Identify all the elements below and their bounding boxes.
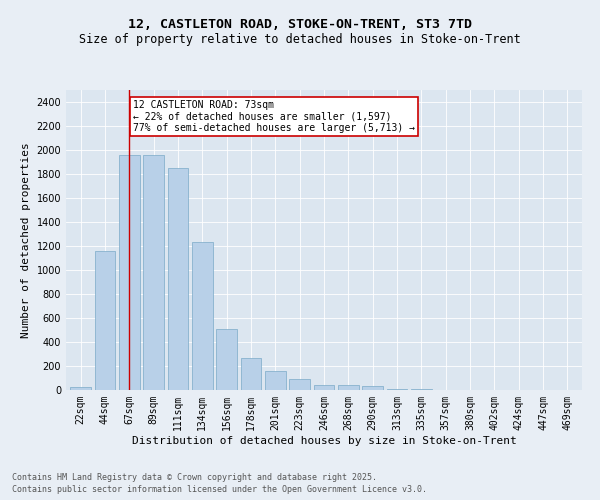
- Bar: [241, 358, 262, 390]
- Bar: [167, 168, 188, 390]
- Bar: [362, 386, 383, 390]
- X-axis label: Distribution of detached houses by size in Stoke-on-Trent: Distribution of detached houses by size …: [131, 436, 517, 446]
- Bar: [216, 329, 237, 390]
- Bar: [265, 371, 286, 390]
- Text: 12 CASTLETON ROAD: 73sqm
← 22% of detached houses are smaller (1,597)
77% of sem: 12 CASTLETON ROAD: 73sqm ← 22% of detach…: [133, 100, 415, 133]
- Bar: [386, 389, 407, 390]
- Bar: [338, 385, 359, 390]
- Bar: [70, 387, 91, 390]
- Bar: [95, 251, 115, 390]
- Text: Contains HM Land Registry data © Crown copyright and database right 2025.: Contains HM Land Registry data © Crown c…: [12, 472, 377, 482]
- Bar: [119, 155, 140, 390]
- Y-axis label: Number of detached properties: Number of detached properties: [21, 142, 31, 338]
- Bar: [314, 384, 334, 390]
- Bar: [143, 155, 164, 390]
- Text: Size of property relative to detached houses in Stoke-on-Trent: Size of property relative to detached ho…: [79, 32, 521, 46]
- Bar: [289, 378, 310, 390]
- Bar: [192, 242, 212, 390]
- Text: Contains public sector information licensed under the Open Government Licence v3: Contains public sector information licen…: [12, 485, 427, 494]
- Text: 12, CASTLETON ROAD, STOKE-ON-TRENT, ST3 7TD: 12, CASTLETON ROAD, STOKE-ON-TRENT, ST3 …: [128, 18, 472, 30]
